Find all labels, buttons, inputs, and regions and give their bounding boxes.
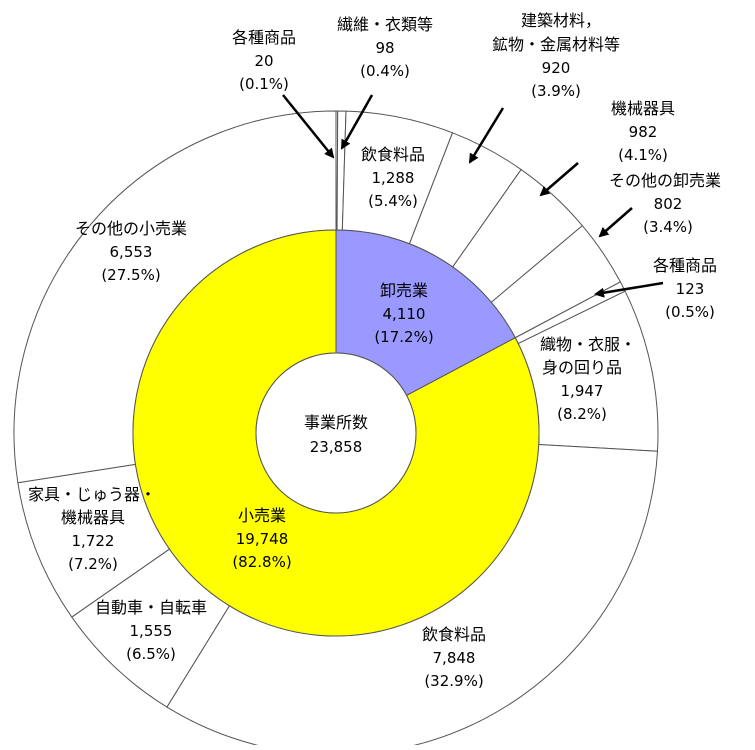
leader-arrow: [468, 107, 505, 164]
outer-label-textiles-apparel: 織物・衣服・ 身の回り品 1,947 (8.2%): [540, 335, 636, 423]
center-label: 事業所数: [304, 413, 368, 432]
outer-label-pct: (27.5%): [101, 266, 160, 284]
outer-label-name: 各種商品: [232, 28, 296, 47]
outer-label-name: 飲食料品: [361, 145, 425, 164]
inner-label-value: 19,748: [236, 530, 289, 548]
outer-label-machinery: 機械器具 982 (4.1%): [611, 99, 675, 164]
outer-label-value: 123: [676, 280, 705, 298]
outer-label-pct: (0.4%): [360, 62, 410, 80]
outer-label-name-line2: 身の回り品: [542, 358, 622, 377]
outer-label-name-line1: 家具・じゅう器・: [28, 485, 156, 504]
outer-label-pct: (0.5%): [665, 303, 715, 321]
outer-label-name-line2: 機械器具: [61, 508, 125, 527]
outer-label-name-line2: 鉱物・金属材料等: [492, 35, 620, 54]
leader-arrow: [594, 281, 664, 298]
outer-label-value: 802: [654, 195, 683, 213]
outer-label-value: 1,947: [561, 382, 604, 400]
outer-label-wholesale-general-goods: 各種商品 20 (0.1%): [232, 28, 296, 93]
outer-label-pct: (3.4%): [643, 218, 693, 236]
outer-label-value: 982: [629, 123, 658, 141]
outer-label-name: 各種商品: [653, 256, 717, 275]
outer-ring: [13, 110, 659, 750]
inner-label-wholesale: 卸売業 4,110 (17.2%): [374, 281, 433, 346]
inner-label-name: 卸売業: [380, 281, 428, 300]
outer-label-other-wholesale: その他の卸売業 802 (3.4%): [609, 171, 721, 236]
outer-label-fibers-clothing: 繊維・衣類等 98 (0.4%): [337, 15, 433, 80]
outer-label-pct: (6.5%): [126, 645, 176, 663]
outer-label-name: 飲食料品: [422, 625, 486, 644]
inner-label-value: 4,110: [383, 305, 426, 323]
center-value: 23,858: [310, 438, 363, 456]
outer-label-name-line1: 織物・衣服・: [540, 335, 636, 354]
outer-label-name: 機械器具: [611, 99, 675, 118]
outer-label-pct: (8.2%): [557, 405, 607, 423]
outer-label-pct: (5.4%): [368, 192, 418, 210]
outer-label-name: 繊維・衣類等: [337, 15, 433, 34]
outer-label-value: 20: [254, 52, 273, 70]
label-arrows: [282, 94, 664, 298]
outer-label-pct: (4.1%): [618, 146, 668, 164]
center-hole: [255, 352, 417, 514]
outer-label-value: 920: [542, 59, 571, 77]
outer-label-pct: (32.9%): [424, 672, 483, 690]
outer-label-pct: (3.9%): [531, 82, 581, 100]
leader-arrow: [282, 94, 335, 159]
outer-label-retail-general-goods: 各種商品 123 (0.5%): [653, 256, 717, 321]
inner-ring: [132, 229, 540, 637]
outer-label-name: その他の小売業: [75, 219, 187, 238]
outer-label-retail-food: 飲食料品 7,848 (32.9%): [422, 625, 486, 690]
outer-label-wholesale-food: 飲食料品 1,288 (5.4%): [361, 145, 425, 210]
outer-label-value: 6,553: [110, 243, 153, 261]
outer-label-value: 1,555: [130, 622, 173, 640]
inner-label-retail: 小売業 19,748 (82.8%): [232, 506, 291, 571]
inner-label-pct: (82.8%): [232, 553, 291, 571]
outer-label-furniture-machinery: 家具・じゅう器・ 機械器具 1,722 (7.2%): [28, 485, 156, 573]
inner-label-name: 小売業: [238, 506, 286, 525]
outer-label-value: 98: [375, 39, 394, 57]
outer-label-pct: (7.2%): [68, 555, 118, 573]
outer-label-name-line1: 建築材料，: [521, 11, 601, 30]
outer-label-vehicles: 自動車・自転車 1,555 (6.5%): [95, 598, 207, 663]
leader-arrow: [539, 162, 579, 197]
outer-label-name: 自動車・自転車: [95, 598, 207, 617]
outer-label-building-materials: 建築材料， 鉱物・金属材料等 920 (3.9%): [492, 11, 620, 100]
leader-arrow: [598, 207, 633, 238]
outer-label-value: 1,288: [372, 169, 415, 187]
outer-label-value: 7,848: [433, 649, 476, 667]
outer-label-other-retail: その他の小売業 6,553 (27.5%): [75, 219, 187, 284]
inner-label-pct: (17.2%): [374, 328, 433, 346]
outer-label-name: その他の卸売業: [609, 171, 721, 190]
outer-label-value: 1,722: [72, 532, 115, 550]
outer-label-pct: (0.1%): [239, 75, 289, 93]
leader-arrow: [340, 94, 374, 150]
